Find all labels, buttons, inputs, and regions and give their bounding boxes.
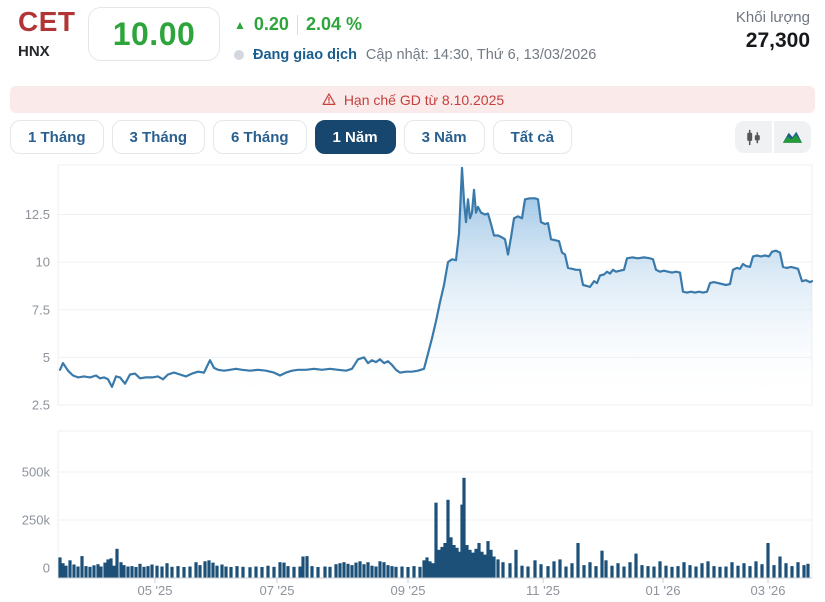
price-change: ▲ 0.20 2.04 %	[234, 14, 362, 35]
warning-text: Hạn chế GD từ 8.10.2025	[343, 91, 505, 108]
svg-text:250k: 250k	[22, 513, 51, 528]
last-updated-text: Cập nhật: 14:30, Thứ 6, 13/03/2026	[365, 47, 597, 63]
svg-text:11 '25: 11 '25	[526, 583, 560, 598]
svg-text:09 '25: 09 '25	[390, 583, 425, 598]
warning-triangle-icon	[322, 93, 336, 105]
current-price-value: 10.00	[112, 15, 196, 52]
svg-text:03 '26: 03 '26	[750, 583, 785, 598]
area-chart-icon	[782, 131, 803, 143]
exchange-label: HNX	[18, 43, 50, 60]
svg-text:0: 0	[43, 561, 50, 576]
market-status-row: Đang giao dịch Cập nhật: 14:30, Thứ 6, 1…	[234, 47, 596, 63]
svg-text:12.5: 12.5	[25, 207, 50, 222]
current-price-box: 10.00	[88, 7, 220, 61]
tab-3-năm[interactable]: 3 Năm	[403, 120, 485, 154]
up-triangle-icon: ▲	[234, 17, 246, 32]
tab-3-tháng[interactable]: 3 Tháng	[111, 120, 206, 154]
warning-banner: Hạn chế GD từ 8.10.2025	[10, 86, 815, 113]
svg-text:2.5: 2.5	[32, 398, 50, 411]
svg-text:01 '26: 01 '26	[645, 583, 680, 598]
change-divider	[296, 14, 298, 35]
candlestick-chart-button[interactable]	[735, 121, 772, 153]
time-range-tabs: 1 Tháng 3 Tháng 6 Tháng 1 Năm 3 Năm Tất cả	[10, 120, 572, 154]
change-percent: 2.04 %	[305, 14, 362, 34]
area-chart-button[interactable]	[774, 121, 811, 153]
tab-1-năm[interactable]: 1 Năm	[314, 120, 396, 154]
chart-type-toggle	[735, 121, 811, 153]
tab-1-tháng[interactable]: 1 Tháng	[10, 120, 104, 154]
svg-text:07 '25: 07 '25	[259, 583, 294, 598]
svg-text:05 '25: 05 '25	[137, 583, 172, 598]
svg-text:7.5: 7.5	[32, 302, 50, 317]
change-value: 0.20	[253, 14, 289, 34]
tab-6-tháng[interactable]: 6 Tháng	[213, 120, 307, 154]
volume-chart[interactable]: 0 250k 500k 05 '25 07 '25 09 '25 11 '25 01 '26 0…	[0, 430, 825, 602]
volume-value: 27,300	[745, 29, 810, 52]
price-chart[interactable]: 12.5 10 7.5 5 2.5	[0, 160, 825, 410]
tab-tất-cả[interactable]: Tất cả	[492, 120, 572, 154]
svg-text:5: 5	[43, 350, 50, 365]
svg-text:500k: 500k	[22, 465, 51, 480]
svg-text:10: 10	[36, 255, 50, 270]
stock-symbol: CET	[18, 6, 76, 37]
market-status-dot-icon	[234, 50, 244, 60]
volume-label: Khối lượng	[735, 9, 810, 26]
candlestick-icon	[747, 129, 760, 145]
market-status-text: Đang giao dịch	[253, 47, 357, 63]
